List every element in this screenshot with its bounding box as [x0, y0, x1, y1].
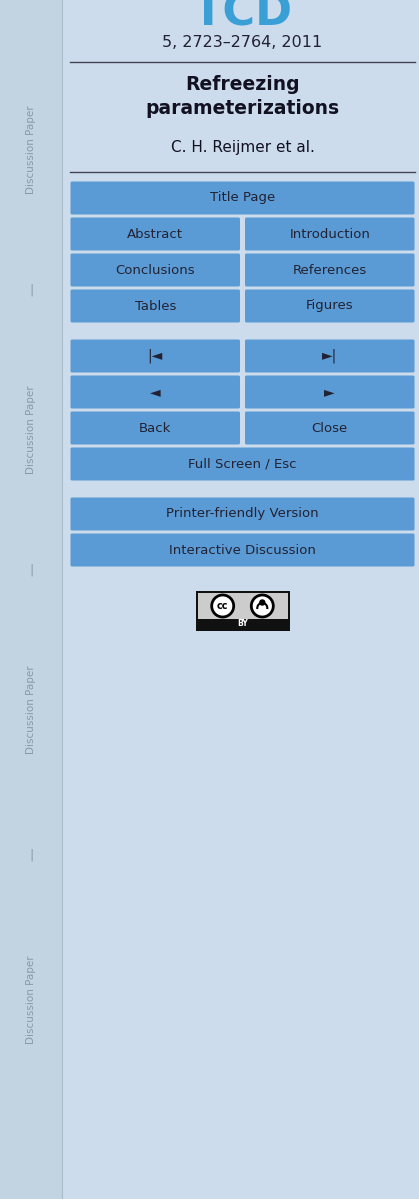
- Circle shape: [212, 595, 234, 617]
- Bar: [197, 619, 287, 629]
- Bar: [196, 591, 290, 631]
- Circle shape: [251, 595, 273, 617]
- Text: Back: Back: [139, 422, 171, 434]
- Text: Discussion Paper: Discussion Paper: [26, 665, 36, 754]
- Text: Discussion Paper: Discussion Paper: [26, 956, 36, 1044]
- FancyBboxPatch shape: [245, 339, 414, 373]
- FancyBboxPatch shape: [70, 339, 240, 373]
- Text: Full Screen / Esc: Full Screen / Esc: [188, 458, 297, 470]
- FancyBboxPatch shape: [70, 498, 414, 530]
- Text: TCD: TCD: [192, 0, 292, 35]
- Text: Figures: Figures: [306, 300, 354, 313]
- Text: cc: cc: [217, 601, 228, 611]
- FancyBboxPatch shape: [245, 411, 414, 445]
- Text: ◄: ◄: [150, 385, 160, 399]
- Text: |◄: |◄: [147, 349, 163, 363]
- Text: ►|: ►|: [322, 349, 337, 363]
- FancyBboxPatch shape: [70, 253, 240, 287]
- Text: References: References: [292, 264, 367, 277]
- Text: |: |: [29, 849, 33, 862]
- FancyBboxPatch shape: [70, 447, 414, 481]
- Text: BY: BY: [237, 620, 248, 628]
- Text: Discussion Paper: Discussion Paper: [26, 106, 36, 194]
- Text: Title Page: Title Page: [210, 192, 275, 205]
- Text: Interactive Discussion: Interactive Discussion: [169, 543, 316, 556]
- Text: Refreezing
parameterizations: Refreezing parameterizations: [145, 76, 339, 119]
- FancyBboxPatch shape: [70, 375, 240, 409]
- FancyBboxPatch shape: [245, 289, 414, 323]
- Text: 5, 2723–2764, 2011: 5, 2723–2764, 2011: [163, 35, 323, 50]
- FancyBboxPatch shape: [70, 289, 240, 323]
- FancyBboxPatch shape: [70, 534, 414, 566]
- Text: ►: ►: [324, 385, 335, 399]
- FancyBboxPatch shape: [70, 411, 240, 445]
- Text: Abstract: Abstract: [127, 228, 183, 241]
- FancyBboxPatch shape: [70, 181, 414, 215]
- Text: Conclusions: Conclusions: [116, 264, 195, 277]
- Text: Introduction: Introduction: [289, 228, 370, 241]
- Text: Close: Close: [312, 422, 348, 434]
- Text: |: |: [29, 283, 33, 296]
- Circle shape: [260, 600, 265, 605]
- Text: Tables: Tables: [134, 300, 176, 313]
- Bar: [0, 0, 62, 1199]
- FancyBboxPatch shape: [70, 217, 240, 251]
- FancyBboxPatch shape: [245, 217, 414, 251]
- FancyBboxPatch shape: [245, 253, 414, 287]
- Bar: [197, 594, 287, 629]
- Text: C. H. Reijmer et al.: C. H. Reijmer et al.: [171, 140, 314, 155]
- Text: Discussion Paper: Discussion Paper: [26, 386, 36, 475]
- Text: |: |: [29, 564, 33, 577]
- FancyBboxPatch shape: [245, 375, 414, 409]
- Text: Printer-friendly Version: Printer-friendly Version: [166, 507, 319, 520]
